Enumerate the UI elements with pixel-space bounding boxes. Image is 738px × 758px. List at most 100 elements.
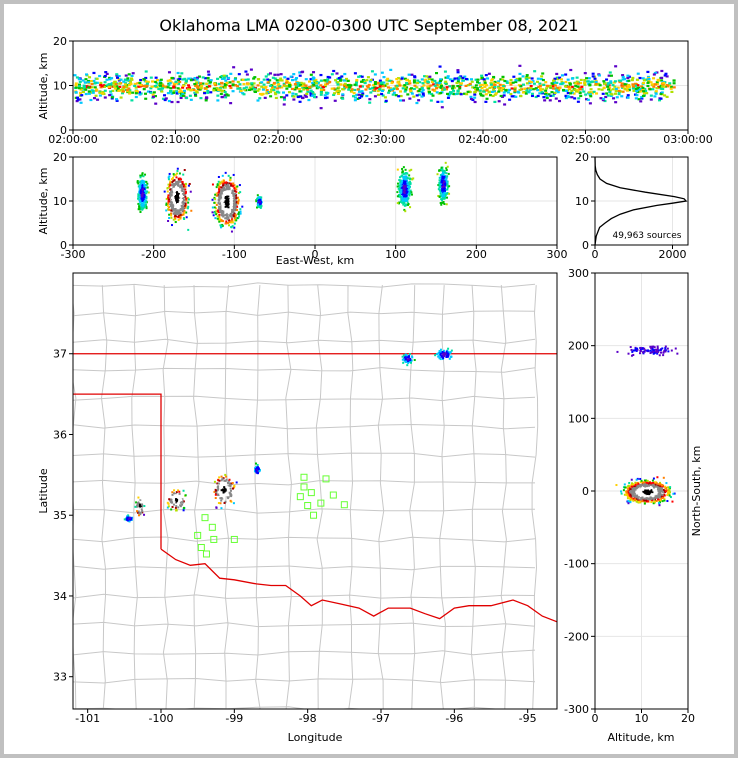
time-altitude-source	[115, 74, 119, 77]
time-altitude-source	[669, 87, 673, 90]
east-west-source	[438, 169, 441, 172]
time-altitude-source	[608, 71, 612, 74]
time-altitude-source	[253, 90, 257, 94]
map-source	[221, 488, 224, 491]
histogram-x-tick-label: 2000	[659, 248, 687, 261]
time-altitude-source	[431, 94, 435, 97]
map-source	[125, 518, 128, 521]
map-source	[434, 354, 437, 357]
east-west-source	[235, 190, 238, 193]
time-altitude-source	[639, 100, 643, 103]
time-altitude-source	[466, 84, 470, 87]
time-altitude-source	[555, 89, 559, 92]
time-altitude-source	[387, 79, 391, 82]
east-west-source	[233, 216, 236, 219]
time-altitude-source	[341, 97, 345, 100]
time-altitude-source	[392, 91, 396, 94]
north-south-source	[630, 495, 633, 498]
east-west-source	[443, 197, 446, 200]
east-west-source	[212, 214, 215, 217]
time-altitude-source	[308, 86, 312, 89]
east-west-source	[167, 202, 170, 205]
time-altitude-source	[203, 92, 207, 95]
map-source	[173, 489, 176, 492]
map-source	[223, 482, 226, 485]
time-altitude-source	[427, 92, 431, 95]
time-altitude-source	[403, 77, 407, 80]
east-west-source	[443, 203, 446, 206]
map-source	[123, 518, 126, 521]
east-west-source	[179, 212, 182, 215]
east-west-source	[405, 203, 408, 206]
east-west-source	[445, 167, 448, 170]
time-altitude-source	[376, 93, 380, 96]
east-west-source	[258, 200, 261, 203]
north-south-source	[667, 491, 670, 494]
time-altitude-source	[443, 70, 447, 73]
time-altitude-source	[524, 92, 528, 95]
time-altitude-source	[381, 89, 385, 92]
east-west-source	[169, 180, 172, 183]
time-altitude-source	[127, 87, 131, 90]
east-west-source	[219, 220, 222, 223]
east-west-source	[175, 184, 178, 187]
time-altitude-source	[588, 92, 592, 95]
north-south-source	[655, 499, 658, 502]
time-altitude-source	[621, 90, 625, 93]
time-altitude-source	[260, 81, 264, 84]
east-west-source	[222, 212, 225, 215]
map-source	[220, 491, 223, 494]
east-west-source	[408, 177, 411, 180]
time-altitude-source	[508, 98, 512, 101]
time-altitude-source	[446, 92, 450, 96]
east-west-source	[182, 173, 185, 176]
time-altitude-source	[451, 89, 455, 92]
time-altitude-source	[269, 90, 273, 94]
east-west-source	[144, 199, 147, 202]
time-altitude-source	[536, 77, 540, 80]
east-west-source	[401, 199, 404, 202]
time-altitude-source	[606, 85, 610, 88]
time-altitude-source	[146, 80, 150, 83]
map-source	[225, 491, 228, 494]
time-altitude-source	[436, 100, 440, 103]
time-altitude-source	[353, 72, 357, 75]
east-west-source	[175, 208, 178, 211]
east-west-source	[172, 173, 175, 176]
time-altitude-source	[207, 79, 211, 82]
time-altitude-source	[161, 87, 165, 90]
time-altitude-source	[579, 78, 583, 82]
time-altitude-source	[427, 85, 431, 88]
time-altitude-source	[474, 78, 478, 81]
time-altitude-source	[588, 102, 592, 105]
time-altitude-source	[647, 79, 651, 82]
map-source	[227, 489, 230, 492]
north-south-source	[629, 501, 632, 504]
time-altitude-source	[274, 96, 278, 100]
time-altitude-source	[258, 97, 262, 100]
east-west-source	[136, 181, 139, 184]
map-source	[410, 359, 413, 362]
east-west-source	[401, 167, 404, 170]
time-altitude-source	[193, 76, 197, 80]
east-west-source	[238, 184, 241, 187]
time-altitude-source	[282, 96, 286, 99]
map-source	[220, 479, 223, 482]
time-altitude-source	[605, 92, 609, 95]
time-altitude-source	[308, 80, 312, 83]
time-altitude-source	[534, 87, 538, 90]
east-west-source	[221, 209, 224, 212]
east-west-source	[402, 176, 405, 179]
east-west-source	[401, 182, 404, 185]
east-west-source	[145, 192, 148, 195]
time-altitude-source	[231, 80, 235, 83]
time-altitude-source	[623, 77, 627, 81]
time-altitude-source	[558, 76, 562, 79]
time-altitude-source	[566, 91, 570, 95]
time-altitude-source	[445, 86, 449, 89]
time-altitude-source	[645, 92, 649, 95]
time-altitude-source	[529, 81, 533, 84]
time-altitude-source	[201, 82, 205, 85]
map-source	[141, 511, 144, 514]
time-altitude-source	[108, 93, 112, 97]
